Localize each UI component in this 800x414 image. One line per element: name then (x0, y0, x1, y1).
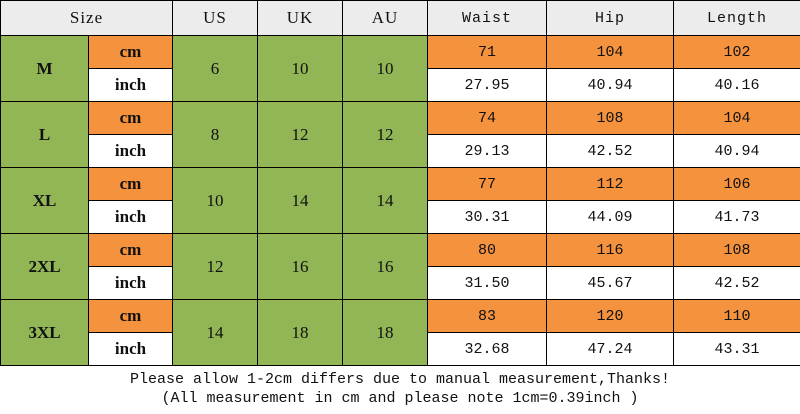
note: (All measurement in cm and please note 1… (161, 390, 639, 407)
inch-value: 31.50 (427, 266, 547, 300)
inch-value: 44.09 (546, 200, 674, 234)
inch-value: 30.31 (427, 200, 547, 234)
inch-row: inch 30.31 44.09 41.73 (1, 200, 800, 234)
us-cell: 6 (172, 35, 258, 102)
uk-cell: 14 (257, 167, 343, 234)
header-cell: US (172, 0, 258, 36)
inch-value: 47.24 (546, 332, 674, 366)
cm-value: 106 (673, 167, 800, 201)
header-cell: Waist (427, 0, 547, 36)
inch-value: 41.73 (673, 200, 800, 234)
cm-value: 112 (546, 167, 674, 201)
unit-cell: inch (88, 134, 173, 168)
inch-row: inch 27.95 40.94 40.16 (1, 68, 800, 102)
header-cell: Size (0, 0, 173, 36)
inch-value: 27.95 (427, 68, 547, 102)
unit-cell: cm (88, 299, 173, 333)
au-cell: 10 (342, 35, 428, 102)
header-row: Size US UK AU Waist Hip Length (0, 0, 800, 36)
inch-value: 42.52 (546, 134, 674, 168)
cm-row: 3XL cm 14 18 18 83 120 110 (0, 299, 800, 366)
cm-row: 2XL cm 12 16 16 80 116 108 (0, 233, 800, 300)
inch-value: 43.31 (673, 332, 800, 366)
cm-value: 71 (427, 35, 547, 69)
unit-cell: cm (88, 167, 173, 201)
us-cell: 14 (172, 299, 258, 366)
size-cell: XL (0, 167, 89, 234)
size-cell: M (0, 35, 89, 102)
au-cell: 18 (342, 299, 428, 366)
uk-cell: 16 (257, 233, 343, 300)
unit-cell: cm (88, 233, 173, 267)
cm-value: 83 (427, 299, 547, 333)
uk-cell: 12 (257, 101, 343, 168)
cm-value: 108 (546, 101, 674, 135)
inch-row: inch 32.68 47.24 43.31 (1, 332, 800, 366)
inch-row: inch 29.13 42.52 40.94 (1, 134, 800, 168)
inch-value: 40.94 (546, 68, 674, 102)
cm-value: 104 (673, 101, 800, 135)
inch-value: 40.94 (673, 134, 800, 168)
notes: Please allow 1-2cm differs due to manual… (0, 370, 800, 408)
cm-value: 104 (546, 35, 674, 69)
cm-value: 74 (427, 101, 547, 135)
au-cell: 14 (342, 167, 428, 234)
cm-value: 116 (546, 233, 674, 267)
note: Please allow 1-2cm differs due to manual… (129, 371, 671, 388)
cm-value: 77 (427, 167, 547, 201)
cm-value: 80 (427, 233, 547, 267)
inch-value: 32.68 (427, 332, 547, 366)
cm-row: XL cm 10 14 14 77 112 106 (0, 167, 800, 234)
unit-cell: inch (88, 200, 173, 234)
au-cell: 12 (342, 101, 428, 168)
unit-cell: inch (88, 266, 173, 300)
inch-value: 40.16 (673, 68, 800, 102)
size-cell: L (0, 101, 89, 168)
unit-cell: inch (88, 332, 173, 366)
cm-value: 110 (673, 299, 800, 333)
us-cell: 8 (172, 101, 258, 168)
cm-value: 108 (673, 233, 800, 267)
header-cell: UK (257, 0, 343, 36)
size-cell: 2XL (0, 233, 89, 300)
header-cell: Length (673, 0, 800, 36)
inch-row: inch 31.50 45.67 42.52 (1, 266, 800, 300)
uk-cell: 10 (257, 35, 343, 102)
inch-value: 29.13 (427, 134, 547, 168)
unit-cell: inch (88, 68, 173, 102)
header-cell: Hip (546, 0, 674, 36)
header-cell: AU (342, 0, 428, 36)
inch-value: 45.67 (546, 266, 674, 300)
unit-cell: cm (88, 35, 173, 69)
us-cell: 12 (172, 233, 258, 300)
inch-value: 42.52 (673, 266, 800, 300)
size-cell: 3XL (0, 299, 89, 366)
unit-cell: cm (88, 101, 173, 135)
cm-value: 102 (673, 35, 800, 69)
uk-cell: 18 (257, 299, 343, 366)
au-cell: 16 (342, 233, 428, 300)
cm-value: 120 (546, 299, 674, 333)
us-cell: 10 (172, 167, 258, 234)
